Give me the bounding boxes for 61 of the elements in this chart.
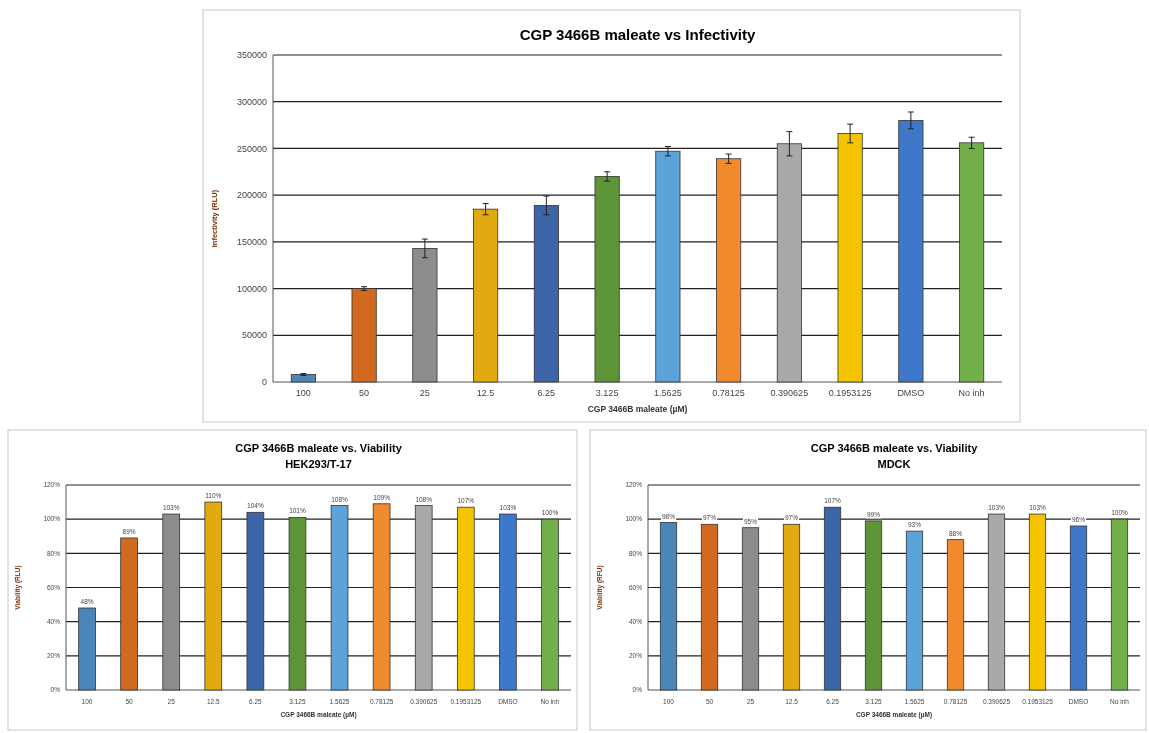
bar — [594, 176, 620, 383]
bar — [864, 520, 883, 691]
bar — [290, 374, 316, 383]
bar — [456, 506, 475, 691]
x-tick-label: 1.5625 — [654, 388, 682, 398]
x-tick-label: 12.5 — [476, 388, 495, 398]
bar — [162, 513, 181, 691]
x-tick-label: 0.1953125 — [828, 388, 872, 398]
y-tick-label: 0 — [261, 377, 267, 388]
chart-title: CGP 3466B maleate vs. Viability — [810, 442, 979, 454]
x-tick-label: 25 — [419, 388, 430, 398]
y-tick-label: 350000 — [236, 50, 267, 61]
bar — [716, 158, 742, 383]
bar — [1069, 525, 1088, 691]
chart-title: CGP 3466B maleate vs. Viability — [235, 442, 403, 454]
bar — [372, 503, 391, 691]
bar — [1110, 518, 1129, 691]
x-tick-label: DMSO — [897, 388, 925, 398]
bar — [946, 539, 965, 691]
bar — [204, 501, 223, 691]
bar — [823, 506, 842, 691]
chart-subtitle: MDCK — [877, 458, 911, 470]
x-tick-label: 0.78125 — [712, 388, 745, 398]
x-tick-label: No inh — [958, 388, 985, 398]
bar — [987, 513, 1006, 691]
y-tick-label: 50000 — [241, 330, 267, 341]
bar — [246, 511, 265, 691]
bar — [351, 288, 377, 383]
x-axis-title: CGP 3466B maleate (µM) — [587, 404, 688, 414]
y-tick-label: 100000 — [236, 283, 267, 294]
chart-title: CGP 3466B maleate vs Infectivity — [519, 26, 756, 43]
y-tick-label: 200000 — [236, 190, 267, 201]
x-tick-label: 6.25 — [537, 388, 556, 398]
bar — [782, 523, 801, 691]
bar — [898, 120, 924, 383]
y-tick-label: 300000 — [236, 96, 267, 107]
bar — [741, 527, 760, 691]
bar — [412, 248, 438, 383]
bar — [499, 513, 517, 691]
bar — [78, 607, 96, 691]
bar — [330, 505, 349, 691]
bar — [533, 205, 559, 383]
x-tick-label: 50 — [359, 388, 370, 398]
bar — [905, 530, 924, 691]
bar — [414, 505, 433, 691]
bar — [837, 133, 863, 383]
y-tick-label: 250000 — [236, 143, 267, 154]
bar — [959, 142, 985, 383]
x-tick-label: 3.125 — [595, 388, 619, 398]
chart-subtitle: HEK293/T-17 — [285, 458, 352, 470]
bar — [120, 537, 138, 691]
y-tick-label: 150000 — [236, 237, 267, 248]
x-tick-label: 100 — [295, 388, 311, 398]
bar — [700, 523, 719, 691]
bar — [541, 518, 559, 691]
bar — [473, 208, 499, 383]
x-tick-label: 0.390625 — [770, 388, 809, 398]
bar — [776, 143, 802, 383]
bar — [1028, 513, 1047, 691]
bar — [288, 517, 307, 691]
bar — [655, 150, 681, 383]
